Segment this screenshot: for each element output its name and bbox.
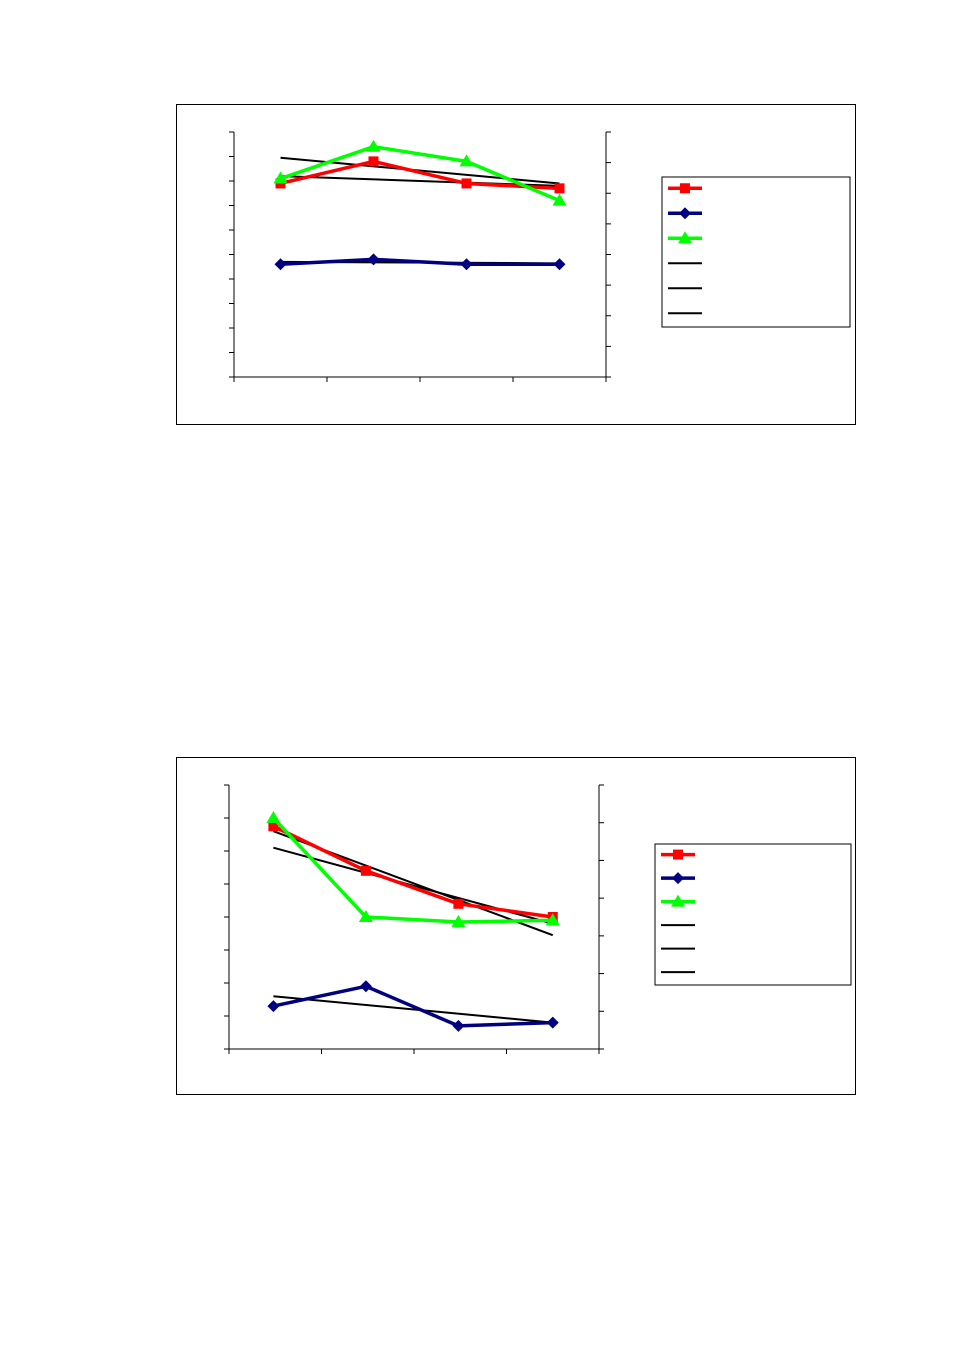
legend-marker-1 [673,849,683,860]
series-3-line [272,816,553,924]
trendline-2 [273,995,553,1024]
series-3-point [451,914,466,927]
chart-1 [176,104,856,425]
series-3-point [366,139,381,152]
legend-marker-2 [679,207,691,220]
series-2-line [273,984,553,1028]
series-3-point [358,910,373,922]
chart-2 [176,757,856,1095]
series-3-point [273,171,288,184]
series-1-point [461,178,472,189]
series-3-point [545,913,560,926]
legend-box [661,176,851,328]
series-1-point [554,183,565,194]
legend [661,176,851,328]
legend-marker-2 [672,872,684,885]
chart-2-svg [224,784,852,1054]
legend-box [654,843,852,986]
series-2-point [274,258,287,271]
series-3-point [459,154,474,167]
series-1-point [268,821,279,832]
series-3-point [266,811,281,823]
legend-marker-3 [678,231,692,244]
series-2-point [553,258,566,271]
series-2-point [452,1019,465,1032]
series-1-line [272,824,553,919]
series-1-point [360,865,371,876]
series-1-point [453,898,464,909]
legend-marker-1 [680,183,690,194]
series-2-point [367,253,380,266]
series-3-line [279,144,561,203]
series-2-point [267,1000,280,1013]
series-2-line [280,257,560,267]
series-3-point [552,193,567,206]
chart-1-svg [229,131,851,382]
series-2-point [460,258,473,271]
trendline-1 [280,156,560,185]
legend [654,843,852,986]
series-1-point [368,156,379,167]
series-2-point [546,1016,559,1029]
legend-marker-3 [671,894,685,907]
series-2-point [359,980,372,993]
series-1-line [280,159,560,191]
